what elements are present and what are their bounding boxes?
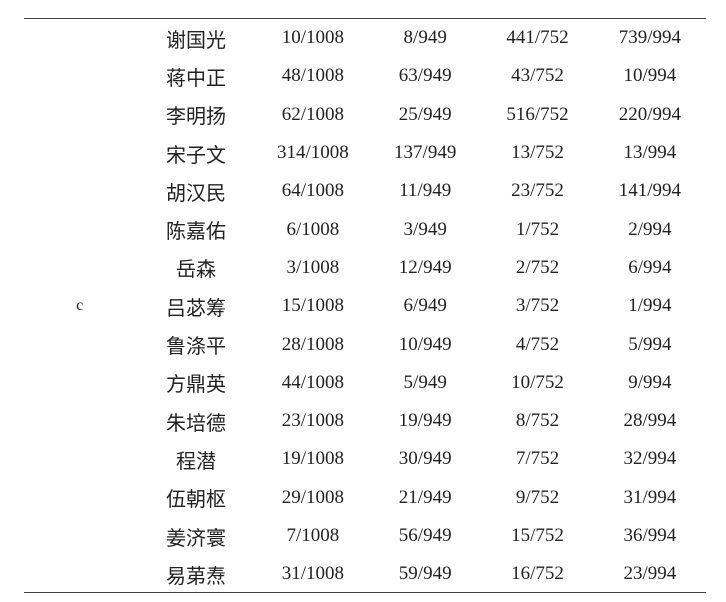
value-cell: 7/752 [515,448,560,470]
person-name: 胡汉民 [166,180,226,205]
value-cell: 8/752 [515,410,560,432]
value-cell: 5/949 [403,371,447,393]
top-rule [24,18,706,19]
group-label: c [76,297,84,315]
table-row: 蒋中正 48/1008 63/949 43/752 10/994 [24,57,706,95]
value-cell: 314/1008 [276,142,349,164]
value-cell: 29/1008 [281,486,345,508]
person-name: 方鼎英 [166,372,226,397]
value-cell: 2/752 [515,256,560,278]
person-name: 蒋中正 [166,65,226,90]
value-cell: 6/994 [628,256,672,278]
value-cell: 3/949 [403,218,447,240]
person-name: 吕苾筹 [166,295,226,320]
value-cell: 3/752 [515,295,560,317]
value-cell: 21/949 [398,486,452,508]
value-cell: 32/994 [623,448,677,470]
value-cell: 23/752 [511,180,564,202]
person-name: 谢国光 [166,27,226,52]
value-cell: 13/994 [623,142,677,164]
value-cell: 10/1008 [281,27,345,49]
value-cell: 23/1008 [281,410,345,432]
value-cell: 2/994 [628,218,672,240]
value-cell: 31/994 [623,486,677,508]
value-cell: 13/752 [511,142,564,164]
person-name: 李明扬 [166,104,226,129]
table-row: 岳森 3/1008 12/949 2/752 6/994 [24,249,706,287]
value-cell: 19/1008 [281,448,345,470]
value-cell: 36/994 [623,525,677,546]
table-row: 朱培德 23/1008 19/949 8/752 28/994 [24,402,706,440]
table-row: 方鼎英 44/1008 5/949 10/752 9/994 [24,364,706,402]
value-cell: 28/994 [623,410,677,432]
table-row: 姜济寰 7/1008 56/949 15/752 36/994 [24,517,706,555]
value-cell: 59/949 [398,563,452,585]
value-cell: 25/949 [398,103,452,125]
person-name: 鲁涤平 [166,334,226,359]
value-cell: 15/1008 [281,295,345,317]
person-name: 伍朝枢 [166,487,226,512]
value-cell: 10/949 [398,333,452,355]
person-name: 陈嘉佑 [166,219,226,244]
value-cell: 1/752 [515,218,560,240]
table-row: 程潜 19/1008 30/949 7/752 32/994 [24,440,706,478]
value-cell: 441/752 [506,27,569,49]
value-cell: 7/1008 [286,525,340,546]
person-name: 岳森 [176,257,216,282]
value-cell: 31/1008 [281,563,345,585]
table-row: 陈嘉佑 6/1008 3/949 1/752 2/994 [24,210,706,248]
table-row: 易苐焘 31/1008 59/949 16/752 23/994 [24,555,706,593]
person-name: 宋子文 [166,142,226,167]
table-row: 伍朝枢 29/1008 21/949 9/752 31/994 [24,479,706,517]
value-cell: 8/949 [403,27,447,49]
table-row: 胡汉民 64/1008 11/949 23/752 141/994 [24,172,706,210]
value-cell: 6/949 [403,295,447,317]
value-cell: 15/752 [511,525,564,546]
value-cell: 1/994 [628,295,672,317]
value-cell: 28/1008 [281,333,345,355]
value-cell: 739/994 [618,27,681,49]
table-row: 李明扬 62/1008 25/949 516/752 220/994 [24,96,706,134]
person-name: 易苐焘 [166,563,226,588]
value-cell: 19/949 [398,410,452,432]
value-cell: 43/752 [511,65,564,87]
table-row: 吕苾筹 15/1008 6/949 3/752 1/994 [24,287,706,325]
value-cell: 12/949 [398,256,452,278]
value-cell: 3/1008 [286,256,340,278]
value-cell: 10/752 [511,371,564,393]
value-cell: 9/752 [515,486,560,508]
value-cell: 56/949 [398,525,452,546]
value-cell: 4/752 [515,333,560,355]
person-name: 朱培德 [166,410,226,435]
table-row: 宋子文 314/1008 137/949 13/752 13/994 [24,134,706,172]
value-cell: 220/994 [618,103,681,125]
value-cell: 62/1008 [281,103,345,125]
person-name: 程潜 [176,448,216,473]
value-cell: 30/949 [398,448,452,470]
value-cell: 63/949 [398,65,452,87]
value-cell: 23/994 [623,563,677,585]
bottom-rule [24,592,706,593]
data-table: c 谢国光 10/1008 8/949 441/752 739/994 蒋中正 48/1008… [24,19,706,593]
value-cell: 516/752 [506,103,569,125]
value-cell: 11/949 [399,180,452,202]
value-cell: 10/994 [623,65,677,87]
table-row: 鲁涤平 28/1008 10/949 4/752 5/994 [24,325,706,363]
value-cell: 137/949 [394,142,457,164]
value-cell: 16/752 [511,563,564,585]
value-cell: 6/1008 [286,218,340,240]
value-cell: 64/1008 [281,180,345,202]
value-cell: 44/1008 [281,371,345,393]
person-name: 姜济寰 [166,525,226,550]
value-cell: 141/994 [618,180,681,202]
value-cell: 48/1008 [281,65,345,87]
value-cell: 9/994 [628,371,672,393]
value-cell: 5/994 [628,333,672,355]
table-row: c 谢国光 10/1008 8/949 441/752 739/994 [24,19,706,314]
